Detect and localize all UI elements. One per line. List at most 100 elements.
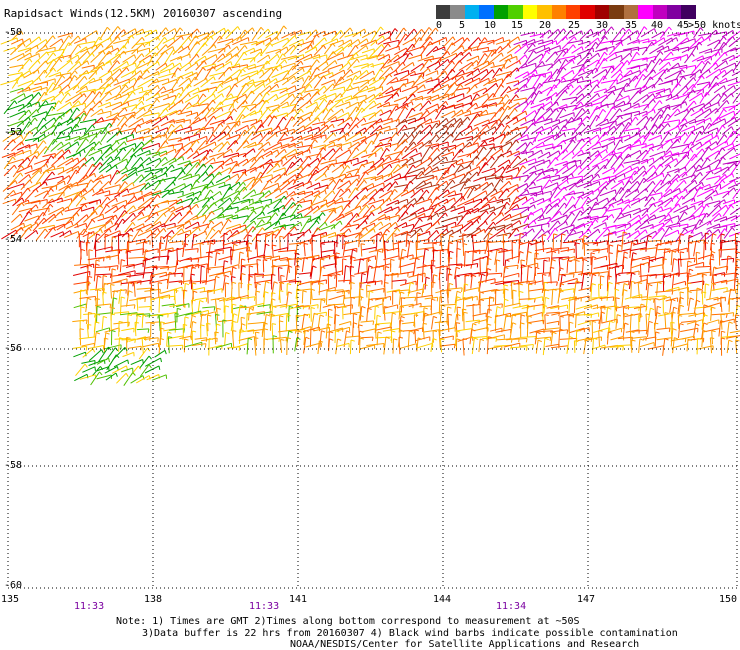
wind-barb-tick xyxy=(483,131,487,136)
wind-barb xyxy=(496,223,512,231)
wind-barb-tick xyxy=(197,221,200,227)
wind-barb xyxy=(442,179,453,193)
wind-barb xyxy=(449,51,462,63)
wind-barb-tick xyxy=(28,227,32,232)
wind-barb xyxy=(585,67,597,79)
wind-barb xyxy=(626,230,639,239)
wind-barb xyxy=(473,197,487,209)
wind-barb xyxy=(427,83,440,95)
wind-barb xyxy=(233,186,245,200)
wind-barb xyxy=(339,228,350,238)
wind-barb xyxy=(728,102,740,111)
wind-barb-tick xyxy=(299,204,303,208)
wind-barb xyxy=(303,54,320,62)
wind-barb xyxy=(72,157,86,169)
wind-barb-tick xyxy=(210,242,215,245)
wind-barb-tick xyxy=(591,102,593,107)
wind-barb xyxy=(434,105,445,120)
wind-barb-tick xyxy=(486,197,489,202)
wind-barb xyxy=(231,64,248,69)
wind-barb xyxy=(48,191,65,197)
wind-barb xyxy=(681,141,693,153)
wind-barb-tick xyxy=(549,29,552,34)
wind-barb-tick xyxy=(211,173,215,178)
wind-barb-tick xyxy=(421,196,425,201)
wind-barb xyxy=(83,124,93,136)
wind-barb xyxy=(473,93,488,101)
wind-barb xyxy=(56,60,72,72)
wind-barb xyxy=(392,233,395,251)
wind-barb-tick xyxy=(463,243,468,246)
wind-barb-tick xyxy=(227,141,231,146)
wind-barb-tick xyxy=(106,26,111,31)
wind-barb xyxy=(227,122,237,135)
wind-barb-tick xyxy=(447,84,450,89)
wind-barb xyxy=(465,126,478,136)
wind-barb xyxy=(450,224,463,229)
wind-barb xyxy=(137,78,153,88)
wind-barb-tick xyxy=(141,174,145,179)
wind-barb xyxy=(10,222,24,231)
wind-barb xyxy=(555,221,567,230)
wind-barb xyxy=(491,123,503,136)
wind-barb xyxy=(36,117,44,129)
wind-barb-tick xyxy=(235,140,239,145)
wind-barb xyxy=(533,190,552,197)
wind-barb-tick xyxy=(194,76,198,81)
wind-barb xyxy=(465,60,477,71)
wind-barb xyxy=(43,227,54,239)
wind-barb-tick xyxy=(709,140,712,145)
wind-barb-tick xyxy=(676,158,679,163)
wind-barb xyxy=(705,68,720,79)
wind-barb-tick xyxy=(718,213,722,218)
wind-barb xyxy=(566,76,583,86)
wind-barb-tick xyxy=(294,226,298,231)
wind-barb-tick xyxy=(476,93,480,97)
wind-barb-tick xyxy=(174,28,177,33)
wind-barb xyxy=(583,241,598,244)
wind-barb-tick xyxy=(460,121,464,125)
wind-barb-tick xyxy=(106,204,110,208)
wind-barb xyxy=(664,70,681,80)
wind-barb-tick xyxy=(499,178,504,183)
wind-barb xyxy=(633,165,644,176)
wind-barb xyxy=(298,134,313,141)
wind-barb xyxy=(552,179,568,192)
wind-barb-tick xyxy=(519,220,522,225)
wind-barb-tick xyxy=(130,228,134,233)
wind-barb xyxy=(210,171,220,183)
wind-barb xyxy=(618,82,628,96)
wind-barb xyxy=(81,206,94,212)
wind-barb-tick xyxy=(682,76,687,80)
wind-barb-tick xyxy=(581,93,585,98)
wind-barb-tick xyxy=(588,125,592,130)
wind-barb-tick xyxy=(77,141,80,146)
wind-barb xyxy=(472,228,485,237)
wind-barb xyxy=(631,170,646,184)
wind-barb xyxy=(131,59,143,75)
wind-barb xyxy=(131,156,141,169)
wind-barb xyxy=(425,143,439,147)
wind-barb-tick xyxy=(38,170,42,175)
wind-barb-tick xyxy=(709,165,711,171)
wind-barb-tick xyxy=(637,230,641,235)
wind-barb xyxy=(632,38,649,44)
wind-barb-tick xyxy=(247,37,250,42)
wind-barb-tick xyxy=(583,223,586,228)
wind-barb-tick xyxy=(701,93,704,98)
wind-barb-tick xyxy=(364,227,369,231)
wind-barb xyxy=(411,75,422,88)
wind-barb-tick xyxy=(603,28,607,33)
wind-barb xyxy=(673,37,688,50)
wind-barb-tick xyxy=(507,105,511,110)
wind-barb-tick xyxy=(45,60,49,65)
wind-barb xyxy=(417,230,430,237)
wind-barb-tick xyxy=(534,171,537,176)
wind-barb xyxy=(265,36,278,47)
wind-barb xyxy=(488,224,505,230)
wind-barb xyxy=(361,188,376,201)
wind-barb-tick xyxy=(50,155,55,159)
wind-barb-tick xyxy=(184,242,189,246)
wind-barb-tick xyxy=(360,243,366,245)
wind-barb-tick xyxy=(419,218,423,222)
